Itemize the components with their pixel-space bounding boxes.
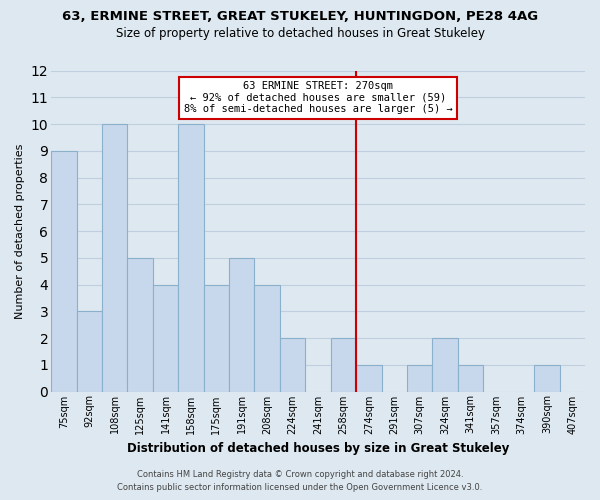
Bar bbox=[407, 365, 433, 392]
Bar bbox=[178, 124, 203, 392]
Bar bbox=[356, 365, 382, 392]
Bar bbox=[280, 338, 305, 392]
Bar bbox=[203, 284, 229, 392]
Bar bbox=[433, 338, 458, 392]
Text: Size of property relative to detached houses in Great Stukeley: Size of property relative to detached ho… bbox=[115, 28, 485, 40]
Text: 63 ERMINE STREET: 270sqm
← 92% of detached houses are smaller (59)
8% of semi-de: 63 ERMINE STREET: 270sqm ← 92% of detach… bbox=[184, 81, 452, 114]
X-axis label: Distribution of detached houses by size in Great Stukeley: Distribution of detached houses by size … bbox=[127, 442, 509, 455]
Bar bbox=[102, 124, 127, 392]
Bar bbox=[51, 151, 77, 392]
Bar bbox=[254, 284, 280, 392]
Bar bbox=[77, 312, 102, 392]
Bar bbox=[229, 258, 254, 392]
Bar bbox=[458, 365, 484, 392]
Y-axis label: Number of detached properties: Number of detached properties bbox=[15, 144, 25, 318]
Bar bbox=[534, 365, 560, 392]
Text: Contains HM Land Registry data © Crown copyright and database right 2024.
Contai: Contains HM Land Registry data © Crown c… bbox=[118, 470, 482, 492]
Bar bbox=[331, 338, 356, 392]
Bar bbox=[153, 284, 178, 392]
Bar bbox=[127, 258, 153, 392]
Text: 63, ERMINE STREET, GREAT STUKELEY, HUNTINGDON, PE28 4AG: 63, ERMINE STREET, GREAT STUKELEY, HUNTI… bbox=[62, 10, 538, 23]
